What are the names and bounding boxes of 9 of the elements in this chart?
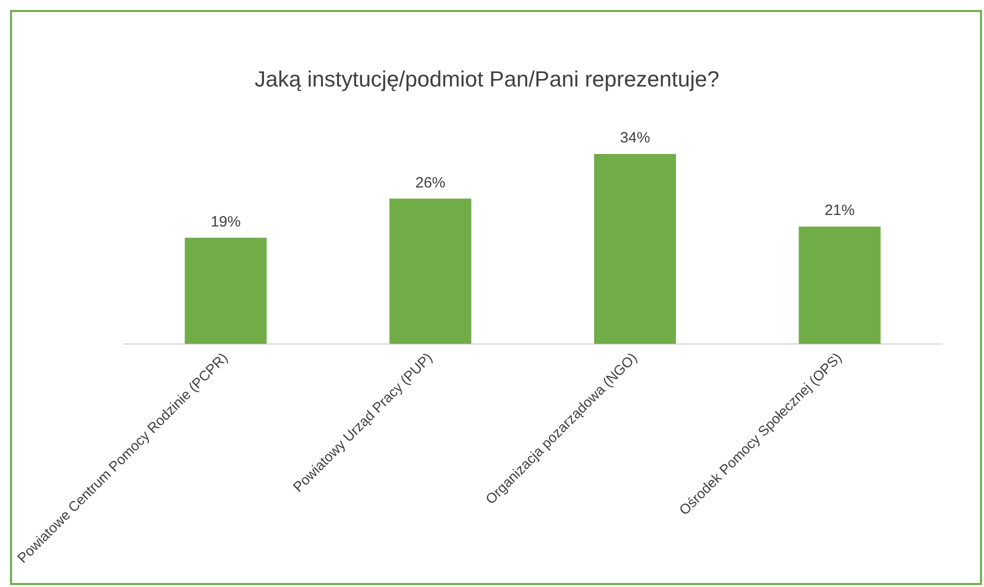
- data-label: 34%: [620, 130, 650, 147]
- chart-title: Jaką instytucję/podmiot Pan/Pani reprezentuje?: [254, 66, 720, 92]
- bar: [594, 154, 676, 344]
- bar: [184, 238, 267, 344]
- data-label: 21%: [824, 202, 855, 220]
- data-label: 19%: [210, 213, 241, 230]
- bar: [798, 226, 881, 344]
- data-label: 26%: [415, 174, 446, 192]
- bar: [389, 198, 472, 344]
